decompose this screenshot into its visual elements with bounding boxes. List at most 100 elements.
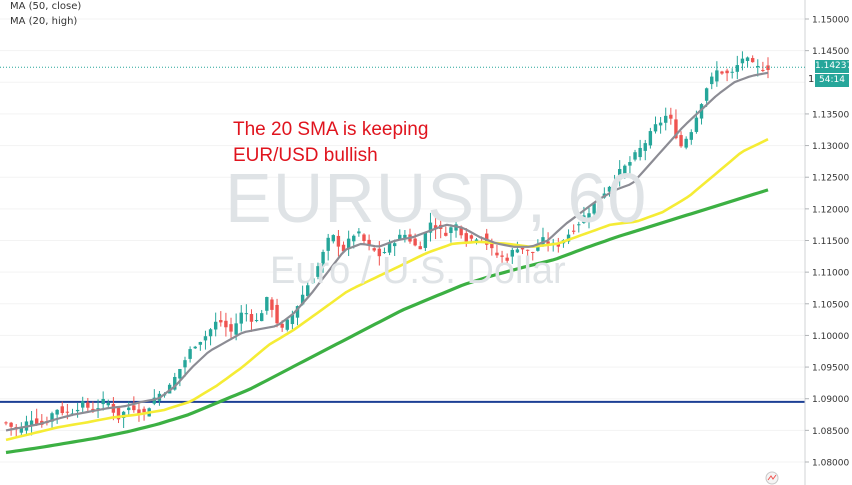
candle-body [464, 233, 468, 242]
y-tick-label: 1.12500 [812, 174, 849, 184]
candle-body [65, 411, 70, 413]
candle-body [541, 237, 545, 245]
candle-body [617, 169, 622, 180]
candle-body [740, 58, 745, 64]
candle-body [382, 252, 387, 254]
candle-body [341, 244, 346, 252]
y-tick-label: 1.08000 [812, 459, 849, 469]
candle-body [459, 226, 463, 236]
y-tick-label: 1.10500 [812, 300, 849, 310]
candle-body [173, 376, 177, 390]
annotation-line-2: EUR/USD bullish [233, 145, 378, 166]
last-price-tag: 1.14237 [815, 60, 852, 74]
candle-body [571, 230, 576, 232]
candle-body [336, 235, 341, 247]
candle-body [86, 402, 90, 408]
candle-body [684, 138, 688, 148]
candle-body [664, 115, 668, 123]
candle-body [346, 238, 351, 249]
candle-body [423, 232, 428, 248]
chart-annotation: The 20 SMA is keeping EUR/USD bullish [233, 117, 428, 169]
candle-body [566, 234, 571, 242]
tv-logo-icon [765, 471, 779, 485]
candle-body [536, 246, 540, 251]
candle-body [387, 242, 392, 253]
candle-body [280, 323, 284, 328]
candle-body [178, 369, 182, 379]
candle-body [183, 360, 187, 368]
candle-body [321, 251, 325, 267]
candle-body [715, 70, 719, 82]
candle-body [208, 329, 213, 337]
y-tick-label: 1.15000 [812, 16, 849, 26]
candle-body [449, 227, 453, 234]
moving-averages [5, 71, 769, 455]
candle-body [229, 324, 233, 332]
candle-body [55, 409, 59, 415]
candle-body [265, 297, 269, 311]
candle-body [756, 65, 760, 68]
candle-body [515, 249, 520, 253]
candle-body [674, 119, 678, 139]
candle-body [750, 58, 755, 63]
candle-body [418, 246, 422, 250]
y-tick-label: 1.13500 [812, 110, 849, 120]
candle-body [689, 132, 693, 140]
candle-body [60, 406, 64, 414]
annotation-line-1: The 20 SMA is keeping [233, 119, 429, 140]
candle-body [633, 152, 637, 160]
candle-body [582, 215, 586, 223]
candle-body [311, 278, 315, 284]
y-tick-label: 1.11500 [812, 237, 849, 247]
candle-body [403, 234, 407, 240]
candle-body [96, 408, 100, 410]
candle-body [275, 304, 279, 324]
price-axis[interactable]: 1.15000 1.14500 1.13500 1.13000 1.12500 1.120… [804, 0, 849, 485]
candle-body [244, 313, 249, 315]
candle-body [290, 314, 295, 325]
candle-body [203, 336, 208, 341]
description-watermark: Euro / U.S. Dollar [270, 250, 566, 292]
candle-body [300, 294, 305, 305]
grid-lines [0, 18, 805, 463]
candle-body [352, 235, 356, 242]
candle-body [142, 408, 146, 413]
candle-body [392, 243, 397, 247]
candle-body [730, 71, 734, 73]
candle-body [75, 409, 80, 412]
candle-body [495, 252, 499, 256]
candle-body [500, 255, 504, 257]
candle-body [638, 147, 642, 158]
y-tick-label: 1.11000 [812, 269, 849, 279]
candle-body [372, 248, 376, 251]
candle-body [219, 320, 223, 323]
candle-body [316, 266, 320, 277]
candle-body [694, 117, 699, 132]
candle-body [239, 312, 243, 324]
candle-body [101, 398, 105, 405]
candle-body [331, 235, 336, 242]
candle-body [193, 346, 197, 349]
y-tick-label: 1.13000 [812, 142, 849, 152]
candle-body [505, 257, 509, 261]
candle-body [116, 407, 121, 420]
candle-body [377, 248, 382, 257]
candle-body [326, 237, 330, 251]
candle-body [546, 241, 550, 245]
candle-body [357, 231, 361, 234]
candle-body [137, 409, 141, 415]
candle-body [761, 69, 765, 71]
ma-green-line [5, 188, 769, 455]
candle-body [188, 349, 192, 359]
ma-20-label[interactable]: MA (20, high) [10, 16, 78, 27]
candle-body [132, 405, 136, 411]
ma-50-label[interactable]: MA (50, close) [10, 1, 82, 12]
ma-50-line [5, 138, 769, 442]
candle-body [699, 104, 704, 119]
candle-body [745, 57, 750, 61]
candle-body [50, 413, 54, 422]
candle-body [249, 314, 254, 322]
candle-body [224, 320, 228, 328]
candle-body [679, 135, 683, 147]
